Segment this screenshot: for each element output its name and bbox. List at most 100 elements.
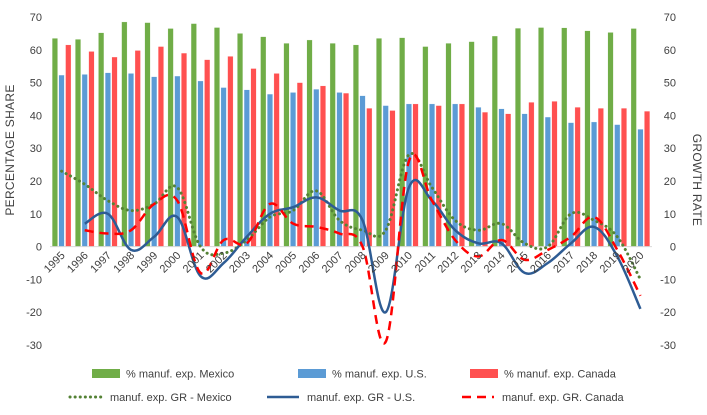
legend-label: manuf. exp. GR - U.S. (307, 392, 415, 404)
bar (157, 46, 164, 247)
bar (515, 27, 521, 247)
left-tick-label: -20 (26, 307, 42, 319)
x-tick-label: 2011 (413, 250, 438, 275)
x-tick-label: 2018 (574, 250, 600, 276)
x-tick-label: 2007 (320, 250, 346, 276)
left-tick-label: 10 (30, 209, 42, 221)
bar (104, 72, 111, 247)
x-tick-label: 2013 (459, 250, 485, 276)
x-tick-label: 2000 (158, 250, 184, 276)
legend-label: % manuf. exp. Canada (504, 369, 617, 381)
bar (614, 124, 621, 247)
bar (121, 21, 128, 247)
bar (267, 93, 273, 247)
bar (468, 41, 475, 247)
bar (343, 92, 350, 247)
bar (237, 33, 244, 247)
bar (273, 73, 280, 247)
bar (475, 107, 482, 247)
bar (574, 107, 581, 247)
left-tick-label: 30 (30, 143, 42, 155)
right-tick-label: -30 (660, 340, 676, 352)
bar (568, 122, 574, 247)
legend-label: manuf. exp. GR - Mexico (110, 392, 232, 404)
left-tick-label: 50 (30, 78, 42, 90)
legend-swatch (298, 369, 326, 378)
right-tick-label: -10 (660, 274, 676, 286)
left-axis-title: PERCENTAGE SHARE (3, 84, 17, 215)
bar (382, 105, 389, 247)
bar (151, 76, 158, 247)
bar (296, 82, 303, 247)
legend-label: manuf. exp. GR. Canada (502, 392, 625, 404)
x-axis-ticks: 1995199619971998199920002001200220032004… (42, 250, 647, 276)
bar (51, 38, 58, 247)
x-tick-label: 2003 (227, 250, 253, 276)
bar (376, 38, 382, 247)
bar (561, 27, 568, 247)
x-tick-label: 1999 (135, 250, 161, 276)
bar (214, 27, 220, 247)
legend-swatch (470, 369, 498, 378)
left-tick-label: 60 (30, 45, 42, 57)
bar (197, 80, 204, 247)
bar (306, 39, 313, 247)
bar (491, 35, 498, 247)
left-tick-label: -10 (26, 274, 42, 286)
bar (366, 108, 373, 247)
bar (630, 28, 637, 247)
legend: % manuf. exp. Mexico % manuf. exp. U.S. % … (68, 369, 625, 404)
bar (621, 108, 627, 247)
bar (134, 50, 141, 247)
right-tick-label: 40 (664, 110, 676, 122)
x-tick-label: 1996 (65, 250, 91, 276)
right-axis-ticks: -30 -20 -10 0 10 20 30 40 50 60 70 (660, 12, 676, 352)
x-tick-label: 2004 (250, 250, 276, 276)
bar (597, 108, 604, 247)
bar (75, 39, 81, 247)
x-tick-label: 2006 (297, 250, 323, 276)
x-tick-label: 2020 (621, 250, 647, 276)
right-tick-label: 70 (664, 12, 676, 24)
left-tick-label: 40 (30, 110, 42, 122)
line-series (60, 151, 642, 281)
right-tick-label: 10 (664, 209, 676, 221)
bar (637, 129, 644, 247)
legend-label: % manuf. exp. Mexico (126, 369, 234, 381)
x-tick-label: 2010 (389, 250, 415, 276)
bar (167, 28, 174, 247)
bar (65, 44, 72, 247)
x-tick-label: 2014 (482, 250, 508, 276)
bar (412, 103, 419, 247)
bar (227, 56, 234, 247)
bar (544, 116, 551, 247)
bar (445, 43, 452, 247)
bar (538, 27, 545, 247)
bar (528, 102, 535, 247)
lines-layer (60, 151, 642, 345)
x-tick-label: 2001 (181, 250, 207, 276)
bar (482, 111, 488, 247)
left-tick-label: 20 (30, 176, 42, 188)
bar (551, 101, 558, 247)
bar (422, 46, 429, 247)
bar (521, 113, 528, 247)
bar (220, 87, 227, 247)
bar (452, 103, 459, 247)
left-tick-label: -30 (26, 340, 42, 352)
bar (81, 74, 88, 247)
left-tick-label: 0 (36, 242, 42, 254)
right-tick-label: 60 (664, 45, 676, 57)
bar (313, 89, 320, 247)
left-axis-ticks: -30 -20 -10 0 10 20 30 40 50 60 70 (26, 12, 42, 352)
line-series (84, 178, 642, 314)
x-tick-label: 1995 (42, 250, 68, 276)
left-tick-label: 70 (30, 12, 42, 24)
bar (435, 105, 442, 247)
bar (352, 44, 359, 247)
right-tick-label: 20 (664, 176, 676, 188)
right-tick-label: 0 (670, 242, 676, 254)
bar (190, 23, 197, 247)
bar (644, 110, 651, 247)
